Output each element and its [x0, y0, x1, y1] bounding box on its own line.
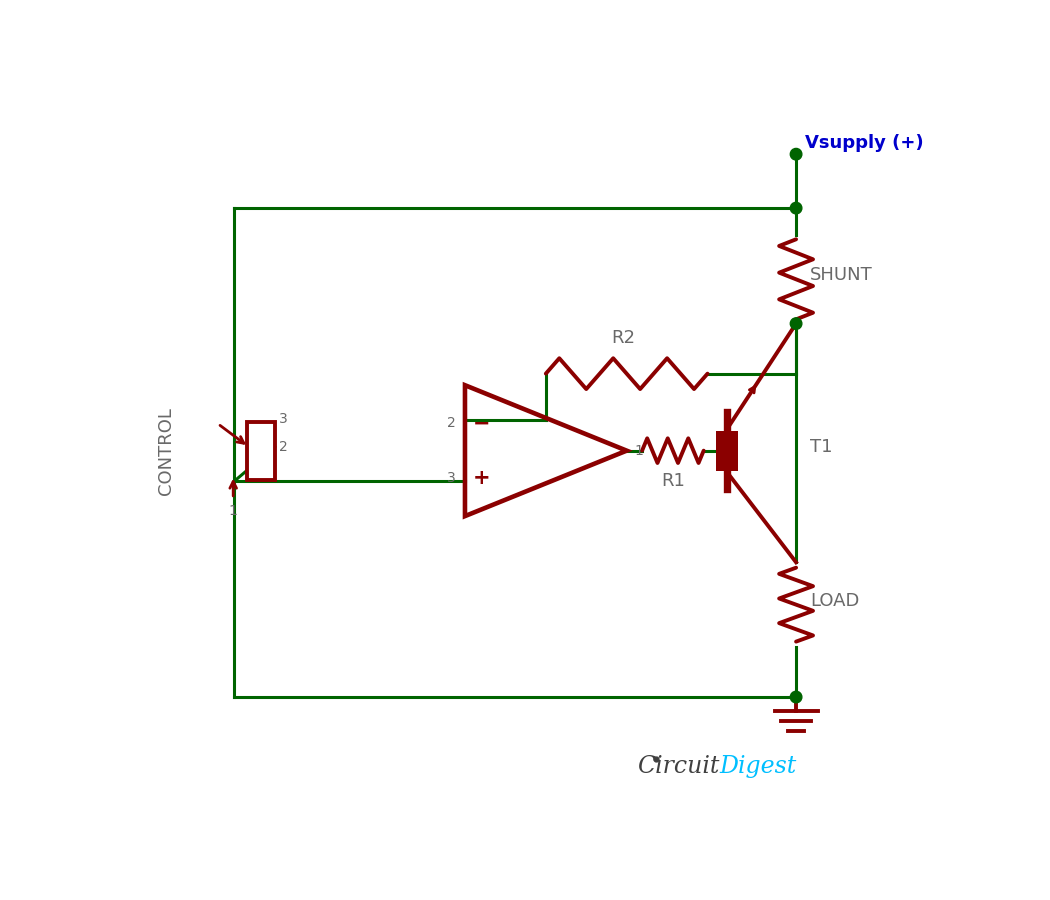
Text: T1: T1	[810, 437, 833, 455]
Text: R2: R2	[611, 328, 635, 346]
Text: 1: 1	[634, 444, 644, 458]
Text: 2: 2	[447, 416, 456, 430]
Circle shape	[791, 318, 802, 329]
Text: 3: 3	[447, 471, 456, 485]
Text: CONTROL: CONTROL	[158, 407, 175, 495]
Text: Circuit: Circuit	[636, 755, 719, 778]
Circle shape	[791, 148, 802, 160]
Text: SHUNT: SHUNT	[810, 266, 873, 284]
Circle shape	[791, 691, 802, 703]
Bar	[716, 430, 737, 471]
Text: −: −	[474, 413, 490, 433]
Bar	[247, 422, 275, 480]
Text: 2: 2	[279, 440, 288, 454]
Text: Vsupply (+): Vsupply (+)	[805, 133, 924, 151]
Text: +: +	[474, 468, 490, 488]
Circle shape	[791, 202, 802, 214]
Text: 3: 3	[279, 411, 288, 426]
Text: R1: R1	[660, 472, 685, 490]
Text: Digest: Digest	[719, 755, 796, 778]
Text: LOAD: LOAD	[810, 592, 859, 610]
Text: 1: 1	[229, 504, 237, 518]
